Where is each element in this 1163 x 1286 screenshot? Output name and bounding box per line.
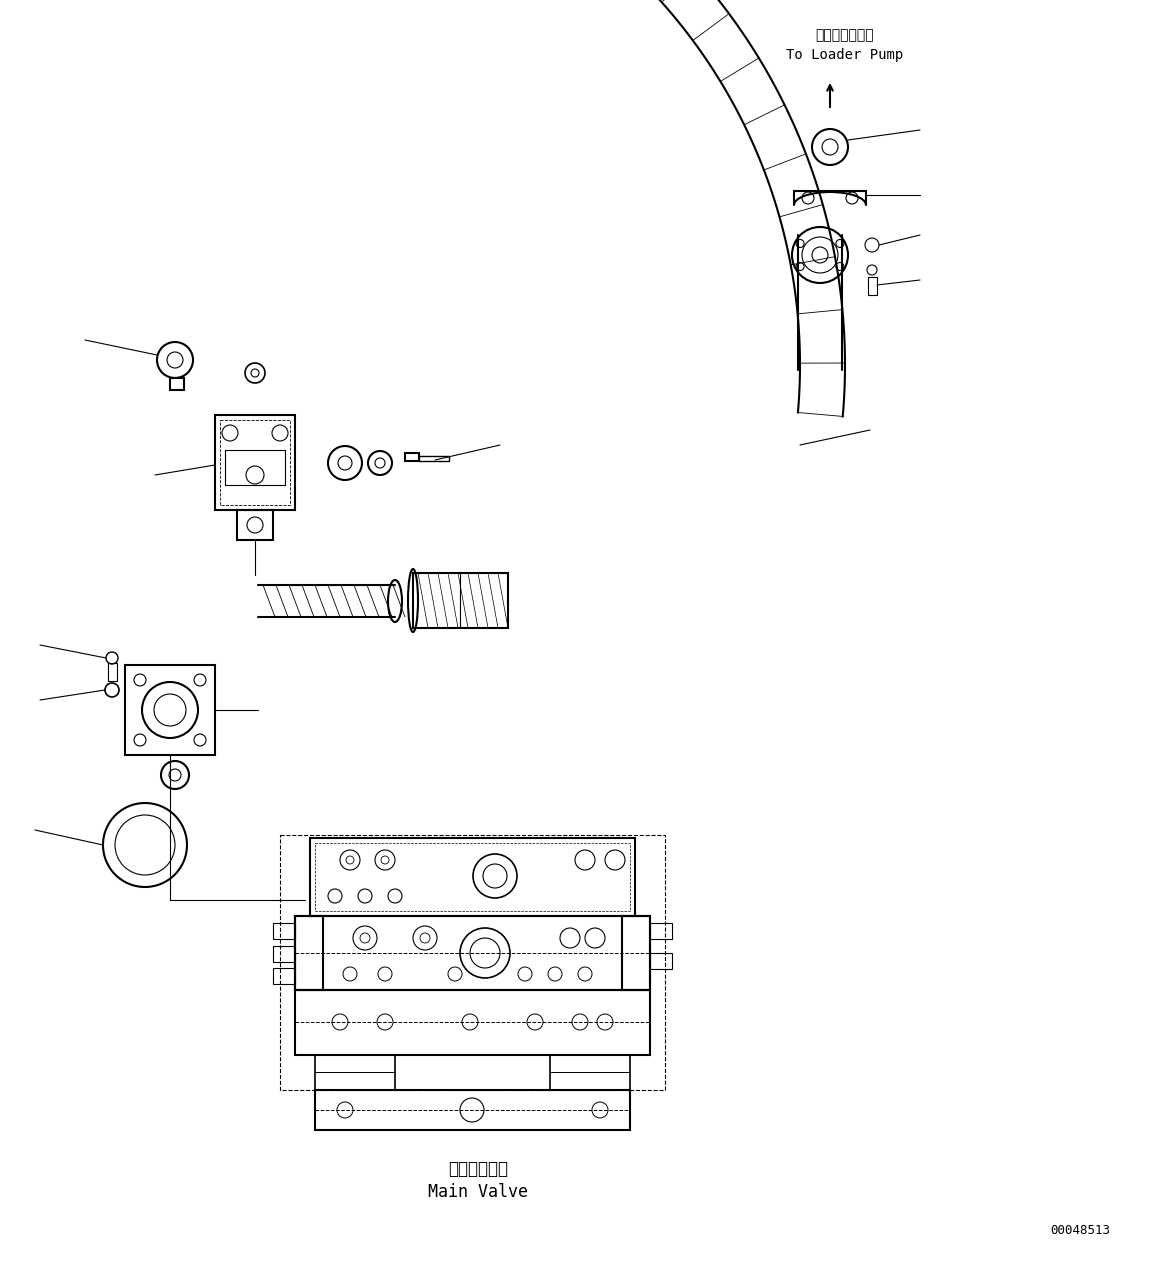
Bar (315, 844, 630, 910)
Text: To Loader Pump: To Loader Pump (786, 48, 904, 62)
Bar (868, 276, 877, 294)
Bar (220, 421, 290, 505)
Bar (237, 511, 273, 540)
Text: ローダポンプへ: ローダポンプへ (815, 28, 875, 42)
Bar (170, 378, 184, 390)
Bar (622, 916, 650, 990)
Bar (215, 415, 295, 511)
Bar (413, 574, 508, 628)
Bar (311, 838, 635, 916)
Bar (224, 450, 285, 485)
Text: メインバルブ: メインバルブ (448, 1160, 508, 1178)
Bar (295, 916, 323, 990)
Bar (295, 990, 650, 1055)
Bar (650, 953, 672, 968)
Bar (650, 923, 672, 939)
Bar (315, 1055, 395, 1091)
Bar (405, 453, 419, 460)
Bar (280, 835, 665, 1091)
Bar (273, 946, 295, 962)
Bar (273, 968, 295, 984)
Bar (315, 1091, 630, 1130)
Bar (124, 665, 215, 755)
Text: 00048513: 00048513 (1050, 1223, 1110, 1237)
Bar (108, 664, 117, 682)
Bar (550, 1055, 630, 1091)
Text: Main Valve: Main Valve (428, 1183, 528, 1201)
Bar (295, 916, 650, 990)
Bar (419, 457, 449, 460)
Bar (273, 923, 295, 939)
